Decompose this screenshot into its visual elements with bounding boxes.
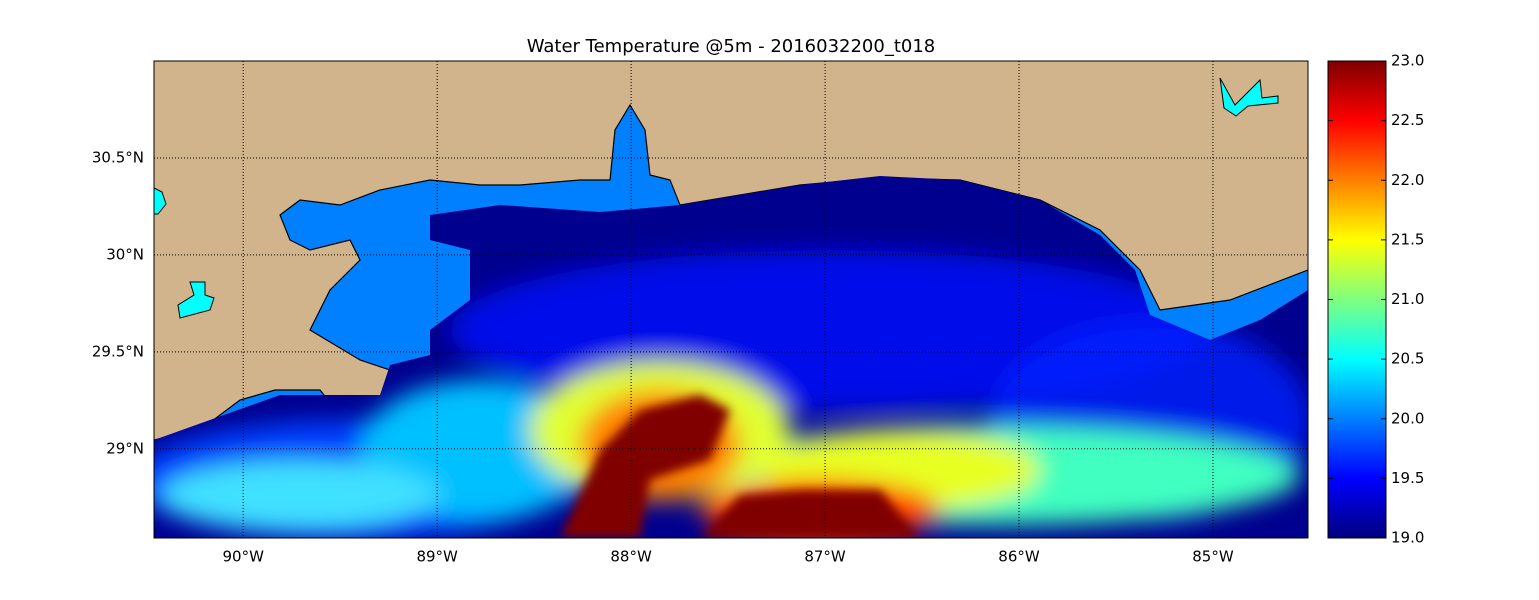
colorbar-tick-label: 20.0 xyxy=(1391,409,1424,427)
x-tick-label: 88°W xyxy=(610,548,652,566)
colorbar-tick-label: 20.5 xyxy=(1391,350,1424,368)
y-tick-label: 30°N xyxy=(106,245,144,263)
plot-frame xyxy=(153,60,1309,539)
colorbar-tick-label: 19.5 xyxy=(1391,469,1424,487)
chart-title: Water Temperature @5m - 2016032200_t018 xyxy=(527,36,936,57)
x-tick-label: 85°W xyxy=(1192,548,1234,566)
x-tick-label: 86°W xyxy=(998,548,1040,566)
colorbar-tick-label: 22.0 xyxy=(1391,171,1424,189)
colorbar-tick-label: 19.0 xyxy=(1391,529,1424,547)
map-area xyxy=(154,61,1308,538)
x-tick-label: 90°W xyxy=(223,548,265,566)
x-tick-label: 89°W xyxy=(416,548,458,566)
colorbar-tick-label: 23.0 xyxy=(1391,52,1424,70)
y-tick-label: 29°N xyxy=(106,439,144,457)
y-tick-label: 30.5°N xyxy=(92,148,144,166)
lake xyxy=(1219,77,1279,117)
colorbar-tick-label: 21.5 xyxy=(1391,230,1424,248)
lake xyxy=(154,187,167,215)
colorbar-tick-label: 22.5 xyxy=(1391,111,1424,129)
colorbar-tick-label: 21.0 xyxy=(1391,290,1424,308)
x-tick-label: 87°W xyxy=(804,548,846,566)
lake xyxy=(177,281,215,319)
colorbar xyxy=(1327,60,1387,539)
y-tick-label: 29.5°N xyxy=(92,342,144,360)
